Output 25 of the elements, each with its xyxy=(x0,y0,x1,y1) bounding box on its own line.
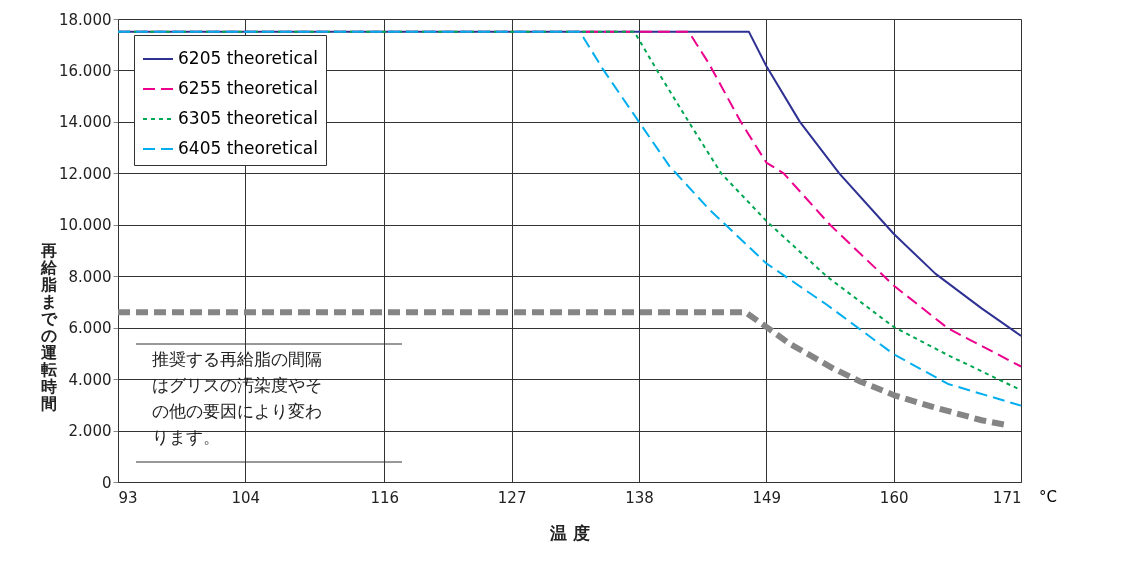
text: °C xyxy=(1039,488,1057,506)
legend-label: 6405 theoretical xyxy=(178,138,318,158)
y-tick-label: 6.000 xyxy=(68,319,112,338)
x-tick-label: 104 xyxy=(231,488,261,507)
x-tick-label: 160 xyxy=(879,488,909,507)
legend-label: 6255 theoretical xyxy=(178,78,318,98)
y-tick-label: 0 xyxy=(101,473,112,492)
text: 再給脂までの運転時間 xyxy=(40,241,57,413)
x-tick-label: 116 xyxy=(370,488,400,507)
legend-label: 6305 theoretical xyxy=(178,108,318,128)
x-tick-label: 127 xyxy=(497,488,527,507)
legend-label: 6205 theoretical xyxy=(178,48,318,68)
y-tick-label: 4.000 xyxy=(68,370,112,389)
y-tick-label: 2.000 xyxy=(68,422,112,441)
y-tick-label: 18.000 xyxy=(59,10,112,29)
y-tick-label: 10.000 xyxy=(59,216,112,235)
x-tick-label: 171 xyxy=(992,488,1022,507)
y-tick-label: 12.000 xyxy=(59,164,112,183)
x-axis-title: 温 度 xyxy=(549,522,590,543)
y-tick-label: 8.000 xyxy=(68,267,112,286)
y-tick-label: 16.000 xyxy=(59,61,112,80)
x-tick-label: 93 xyxy=(118,488,138,507)
x-tick-label: 138 xyxy=(625,488,654,507)
y-tick-label: 14.000 xyxy=(59,113,112,132)
x-tick-label: 149 xyxy=(752,488,782,507)
